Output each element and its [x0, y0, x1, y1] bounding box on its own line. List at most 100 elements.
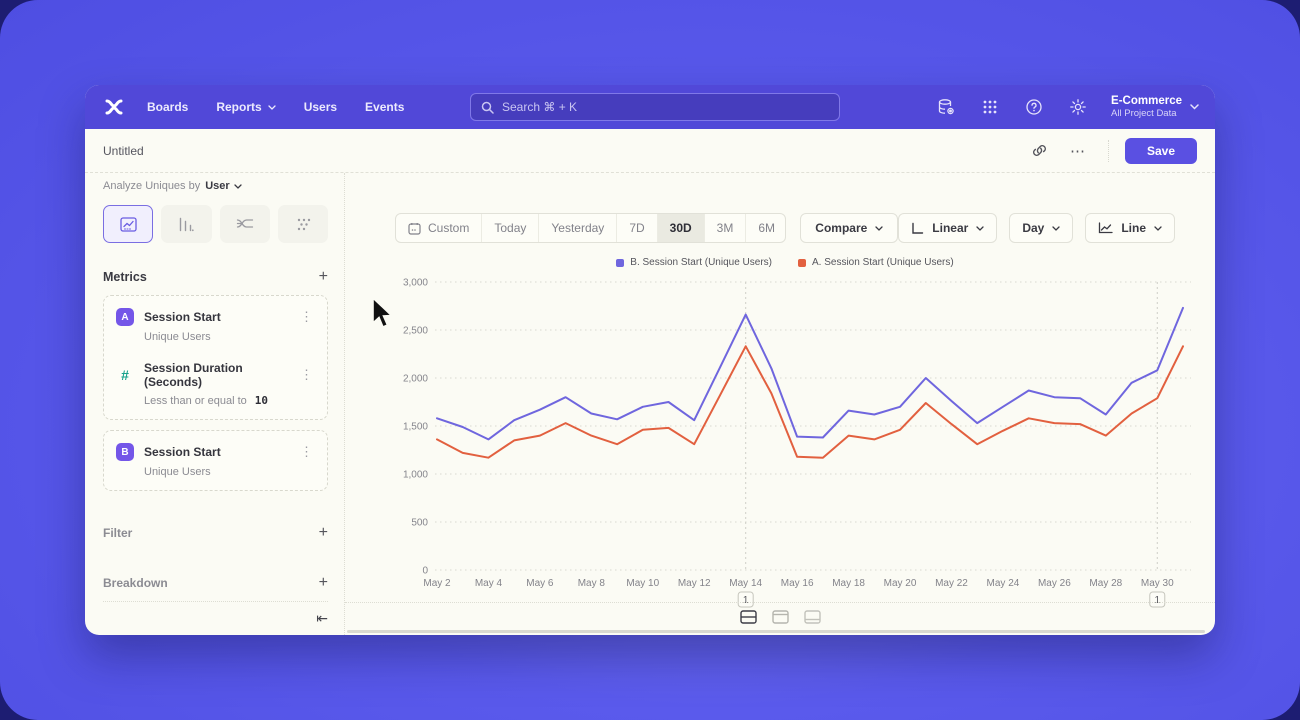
metric-subtitle[interactable]: Unique Users [144, 466, 211, 478]
metric-menu-icon[interactable]: ⋮ [300, 444, 313, 459]
query-sidebar: Analyze Uniques by User [85, 173, 345, 635]
x-axis-tick: May 8 [578, 578, 606, 589]
x-axis-tick: May 20 [884, 578, 917, 589]
legend-swatch [798, 258, 806, 267]
add-metric-button[interactable]: + [318, 268, 328, 285]
scale-dropdown[interactable]: Linear [898, 213, 998, 243]
metric-group-b: B Session Start ⋮ Unique Users [103, 430, 328, 491]
tab-funnels[interactable] [161, 205, 212, 243]
number-property-icon: # [121, 367, 129, 383]
add-filter-button[interactable]: + [318, 524, 328, 541]
range-label: Today [494, 221, 527, 235]
metric-badge-b: B [116, 443, 134, 461]
x-axis-tick: May 26 [1038, 578, 1071, 589]
metric-item-a[interactable]: A Session Start ⋮ [116, 308, 315, 326]
legend-label: A. Session Start (Unique Users) [812, 257, 954, 268]
compare-button[interactable]: Compare [800, 213, 899, 243]
tab-flows[interactable] [219, 205, 270, 243]
range-custom[interactable]: Custom [396, 214, 481, 242]
nav-item-label: Reports [216, 100, 262, 114]
chevron-down-icon [1190, 104, 1199, 110]
nav-item-boards[interactable]: Boards [147, 100, 188, 114]
metric-menu-icon[interactable]: ⋮ [300, 309, 313, 324]
x-axis-tick: May 24 [987, 578, 1020, 589]
report-title[interactable]: Untitled [103, 143, 144, 158]
metric-group-a: A Session Start ⋮ Unique Users # Session… [103, 295, 328, 420]
condition-value[interactable]: 10 [254, 394, 268, 407]
flows-icon [236, 219, 253, 228]
layout-chart-button[interactable] [769, 608, 791, 626]
series-line[interactable] [436, 345, 1184, 459]
nav-item-events[interactable]: Events [365, 100, 404, 114]
legend-item-b[interactable]: B. Session Start (Unique Users) [616, 257, 772, 268]
x-axis-tick: May 18 [832, 578, 865, 589]
tab-retention[interactable] [277, 205, 328, 243]
analyze-by-dropdown[interactable]: User [205, 180, 242, 192]
range-label: Custom [428, 221, 470, 235]
nav-item-users[interactable]: Users [304, 100, 337, 114]
metrics-header: Metrics + [103, 269, 328, 285]
metric-menu-icon[interactable]: ⋮ [300, 367, 313, 382]
mixpanel-logo-icon [105, 99, 123, 115]
filter-section: Filter + [103, 525, 328, 541]
breakdown-section: Breakdown + [103, 575, 328, 591]
sidebar-footer: ⇤ [103, 601, 328, 627]
interval-label: Day [1022, 221, 1045, 235]
collapse-sidebar-button[interactable]: ⇤ [316, 610, 328, 626]
mixpanel-logo[interactable] [101, 94, 127, 120]
top-nav: Boards Reports Users Events Search ⌘ + K [85, 85, 1215, 129]
ellipsis-icon: ⋯ [1069, 142, 1086, 160]
y-axis-tick: 2,000 [403, 374, 428, 385]
range-6m[interactable]: 6M [745, 214, 785, 242]
x-axis-tick: May 22 [935, 578, 968, 589]
tab-insights[interactable] [103, 205, 154, 243]
save-button[interactable]: Save [1124, 137, 1197, 164]
range-7d[interactable]: 7D [616, 214, 656, 242]
settings-gear-icon[interactable] [1067, 96, 1089, 118]
layout-table-button[interactable] [801, 608, 823, 626]
y-axis-tick: 1,500 [403, 422, 428, 433]
legend-item-a[interactable]: A. Session Start (Unique Users) [798, 257, 954, 268]
chevron-down-icon [976, 225, 984, 231]
metric-badge-a: A [116, 308, 134, 326]
x-axis-tick: May 2 [423, 578, 451, 589]
range-3m[interactable]: 3M [703, 214, 746, 242]
analyze-value: User [205, 180, 230, 192]
layout-split-button[interactable] [737, 608, 759, 626]
metric-item-duration[interactable]: # Session Duration (Seconds) ⋮ [116, 361, 315, 389]
nav-item-reports[interactable]: Reports [216, 100, 276, 114]
annotation-badge[interactable] [1149, 591, 1166, 608]
chevron-down-icon [234, 183, 242, 189]
line-chart[interactable]: 0 500 1,000 1,500 2,000 2,500 3,000 1 1 May 2 May … [395, 270, 1215, 615]
horizontal-scrollbar[interactable] [347, 630, 1205, 633]
metric-filter-condition[interactable]: Less than or equal to 10 [144, 394, 315, 407]
range-label: 6M [758, 221, 776, 235]
project-switcher[interactable]: E-Commerce All Project Data [1111, 95, 1199, 119]
interval-dropdown[interactable]: Day [1009, 213, 1074, 243]
main-nav: Boards Reports Users Events [147, 100, 404, 114]
search-input[interactable]: Search ⌘ + K [470, 93, 840, 121]
series-line[interactable] [436, 306, 1184, 441]
annotation-badge[interactable] [737, 591, 754, 608]
metric-subtitle[interactable]: Unique Users [144, 331, 211, 343]
report-tabs [103, 205, 328, 243]
range-30d[interactable]: 30D [656, 214, 704, 242]
chevron-down-icon [1052, 225, 1060, 231]
metric-item-b[interactable]: B Session Start ⋮ [116, 443, 315, 461]
layout-toggle-group [345, 603, 1215, 630]
x-axis-tick: May 16 [781, 578, 814, 589]
line-chart-icon [1099, 222, 1113, 234]
y-axis-tick: 3,000 [403, 278, 428, 289]
data-management-icon[interactable] [935, 96, 957, 118]
more-options-button[interactable]: ⋯ [1064, 138, 1092, 164]
filter-label: Filter [103, 526, 133, 540]
help-icon[interactable] [1023, 96, 1045, 118]
range-yesterday[interactable]: Yesterday [538, 214, 616, 242]
chart-type-dropdown[interactable]: Line [1085, 213, 1175, 243]
copy-link-button[interactable] [1026, 138, 1054, 164]
analyze-row: Analyze Uniques by User [103, 177, 328, 195]
nav-item-label: Boards [147, 100, 189, 114]
apps-grid-icon[interactable] [979, 96, 1001, 118]
range-today[interactable]: Today [481, 214, 538, 242]
add-breakdown-button[interactable]: + [318, 574, 328, 591]
